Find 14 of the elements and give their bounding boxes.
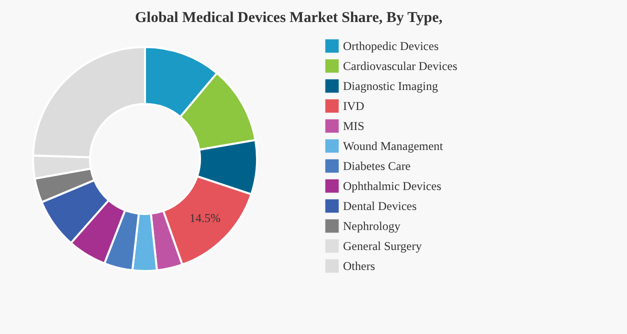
chart-title: Global Medical Devices Market Share, By Type,	[135, 10, 443, 26]
legend-label: Cardiovascular Devices	[343, 59, 458, 73]
legend-label: IVD	[343, 99, 365, 113]
legend-label: General Surgery	[343, 239, 422, 253]
legend-label: Ophthalmic Devices	[343, 179, 442, 193]
legend-label: Diagnostic Imaging	[343, 79, 438, 93]
legend-label: Dental Devices	[343, 199, 417, 213]
legend-label: Diabetes Care	[343, 159, 411, 173]
data-label: 14.5%	[189, 210, 220, 225]
legend-label: Wound Management	[343, 139, 444, 153]
legend-label: Others	[343, 259, 376, 273]
legend-label: MIS	[343, 119, 364, 133]
legend-label: Nephrology	[343, 219, 400, 233]
legend-label: Orthopedic Devices	[343, 39, 439, 53]
